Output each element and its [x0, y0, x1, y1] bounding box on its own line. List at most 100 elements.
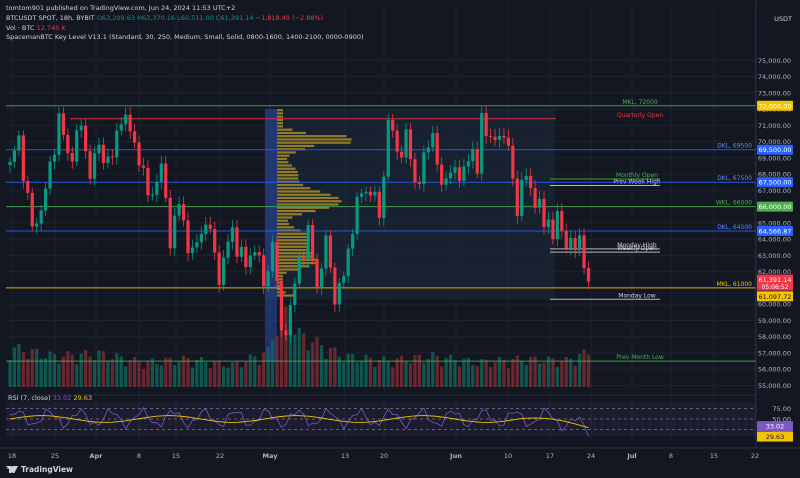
candle-body — [88, 151, 92, 179]
rsi-line — [9, 406, 589, 437]
volume-bar — [417, 354, 421, 387]
volume-bar — [302, 333, 306, 387]
volume-bar — [573, 365, 577, 387]
candle-body — [337, 282, 341, 305]
candle-body — [328, 235, 332, 268]
candle-body — [511, 145, 515, 179]
candle-body — [266, 271, 270, 287]
candle-body — [355, 196, 359, 234]
volume-profile-bar — [277, 248, 309, 252]
candle-body — [315, 258, 319, 287]
candle-body — [79, 125, 83, 131]
volume-bar — [133, 357, 137, 387]
volume-bar — [239, 367, 243, 387]
volume-bar — [484, 359, 488, 387]
volume-bar — [253, 356, 257, 387]
volume-bar — [462, 358, 466, 387]
candle-body — [146, 167, 150, 196]
volume-bar — [337, 356, 341, 387]
candle-body — [217, 252, 221, 285]
volume-bar — [382, 356, 386, 387]
candle-body — [177, 204, 181, 216]
price-label-bg — [757, 201, 793, 212]
candle-body — [284, 330, 288, 336]
candle-body — [270, 241, 275, 272]
candle-body — [239, 246, 243, 257]
candle-body — [226, 241, 230, 258]
volume-bar — [230, 362, 235, 387]
y-tick-label: 71,000.00 — [758, 122, 791, 130]
key-level-label: DKL, 69500 — [717, 143, 752, 150]
volume-profile-bar — [277, 177, 299, 180]
volume-label[interactable]: Vol · BTC — [6, 24, 35, 32]
rsi-level-label: 75.00 — [772, 405, 791, 413]
volume-bar — [186, 357, 190, 387]
rsi-level-label: 50.00 — [772, 416, 791, 424]
candle-body — [426, 147, 430, 153]
volume-bar — [30, 348, 34, 387]
volume-bar — [164, 357, 168, 387]
candle-body — [302, 257, 306, 260]
volume-profile-bar — [277, 115, 283, 118]
volume-bar — [440, 366, 444, 387]
candle-body — [17, 135, 21, 151]
price-label: 69,500.00 — [758, 146, 791, 154]
candle-body — [324, 235, 328, 269]
currency-label[interactable]: USDT — [774, 15, 792, 23]
candle-body — [230, 227, 235, 242]
volume-bar — [79, 353, 83, 387]
volume-bar — [493, 362, 497, 387]
candle-body — [351, 233, 355, 249]
volume-bar — [529, 356, 533, 387]
volume-bar — [386, 361, 390, 387]
candle-body — [466, 161, 470, 167]
indicator-label[interactable]: SpacemanBTC Key Level V13.1 (Standard, 3… — [6, 33, 364, 41]
volume-bar — [582, 349, 586, 387]
candle-body — [493, 136, 497, 140]
volume-bar — [217, 360, 221, 387]
candle-body — [128, 114, 132, 132]
symbol-label[interactable]: BTCUSDT SPOT, 18h, BYBIT — [6, 14, 95, 22]
volume-profile-bar — [277, 109, 283, 112]
key-level-label: Monday High — [617, 242, 657, 249]
y-tick-label: 55,000.00 — [758, 382, 791, 390]
candle-body — [586, 268, 591, 282]
candle-body — [141, 165, 146, 168]
volume-bar — [244, 361, 248, 387]
candle-body — [21, 135, 25, 182]
candle-body — [262, 255, 266, 287]
y-tick-label: 75,000.00 — [758, 57, 791, 65]
candle-body — [110, 156, 114, 158]
volume-profile-bar — [277, 170, 298, 174]
volume-bar — [520, 360, 524, 387]
volume-bar — [537, 363, 542, 387]
volume-bar — [511, 358, 515, 387]
key-level-label: WKL, 66000 — [716, 200, 752, 207]
volume-bar — [306, 350, 310, 387]
x-tick-label: 17 — [546, 452, 554, 460]
volume-bar — [181, 355, 186, 387]
volume-bar — [177, 361, 181, 387]
y-tick-label: 56,000.00 — [758, 366, 791, 374]
candle-body — [342, 276, 346, 283]
volume-bar — [168, 357, 172, 387]
volume-bar — [279, 301, 284, 387]
candle-body — [244, 246, 248, 268]
candle-body — [377, 191, 381, 218]
open-value: O63,209.63 — [96, 14, 136, 22]
volume-bar — [101, 351, 106, 387]
volume-bar — [555, 366, 559, 387]
volume-profile-bar — [277, 203, 339, 206]
volume-bar — [150, 358, 154, 387]
volume-bar — [457, 366, 462, 387]
volume-bar — [524, 364, 528, 387]
volume-profile-bar — [277, 144, 315, 148]
volume-bar — [44, 358, 48, 387]
x-tick-label: Jun — [449, 452, 462, 460]
x-tick-label: 13 — [341, 452, 349, 460]
volume-bar — [431, 352, 435, 387]
candle-body — [506, 137, 510, 146]
candle-body — [39, 210, 43, 224]
volume-bar — [542, 362, 546, 387]
